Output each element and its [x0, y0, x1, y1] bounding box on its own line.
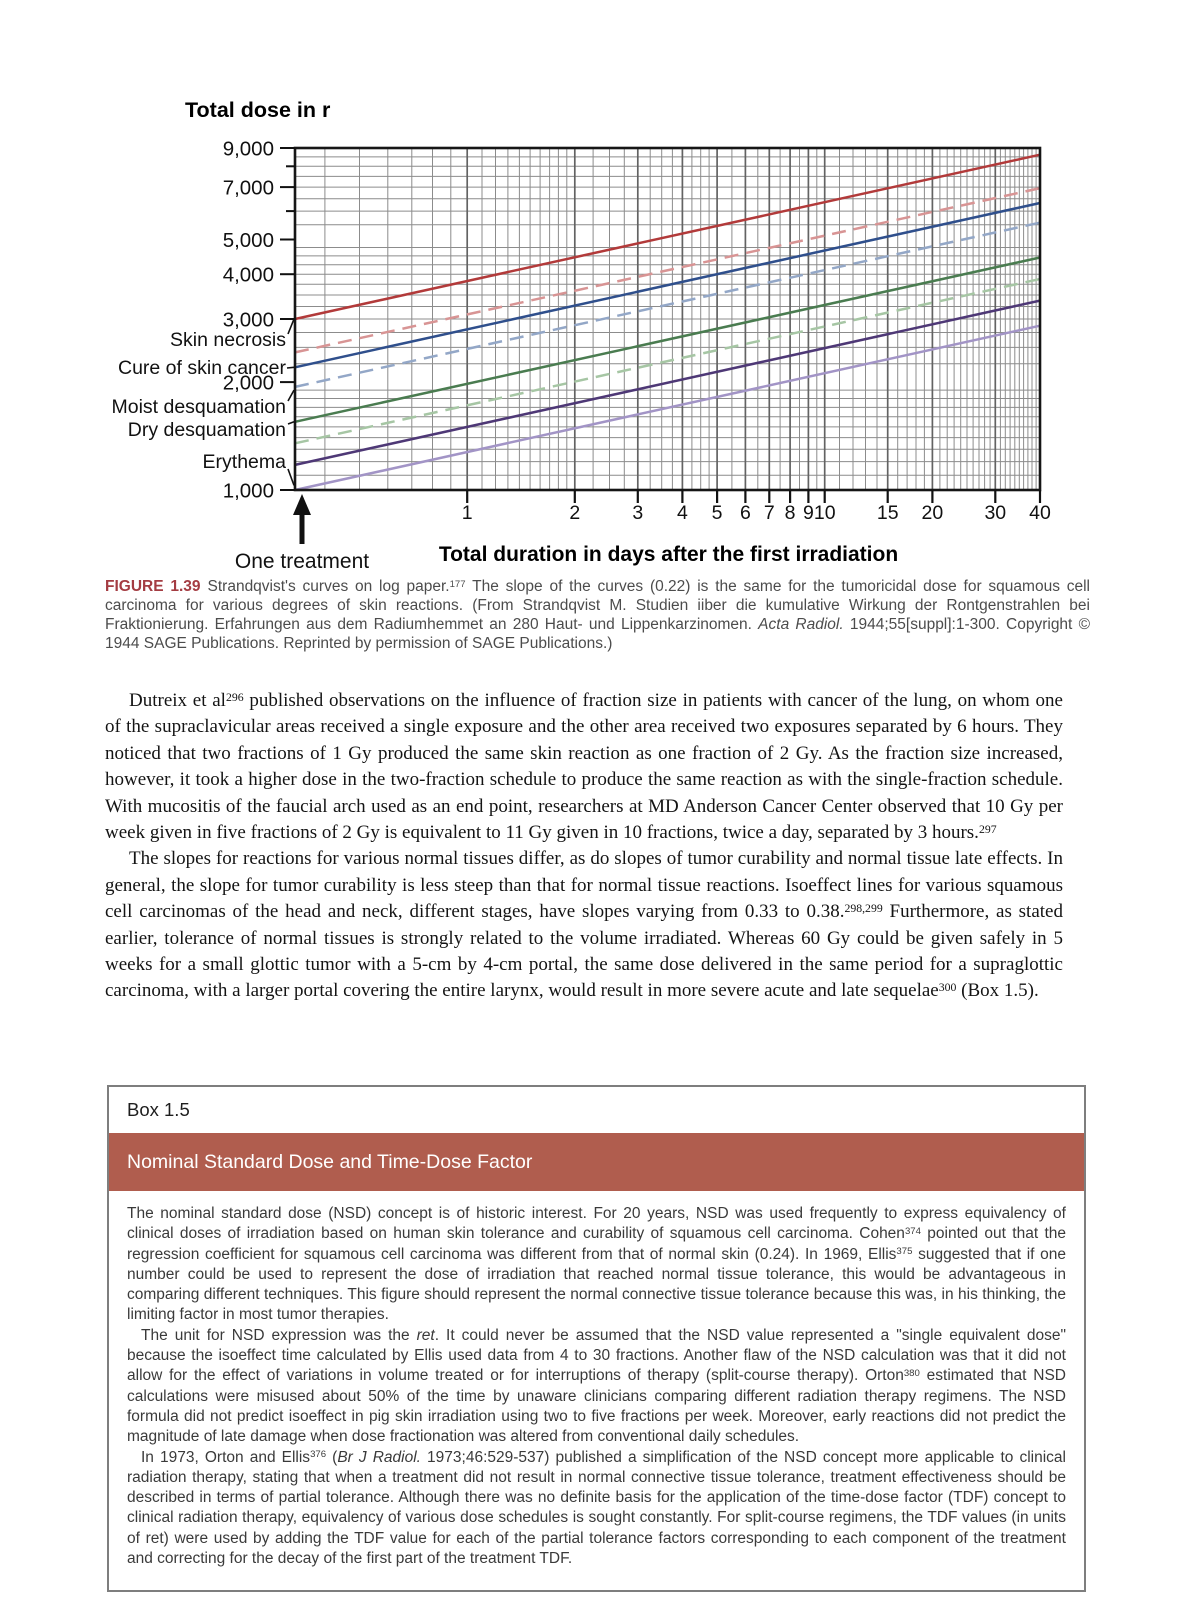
y-tick-label: 9,000 [223, 138, 274, 161]
annotation-cure-of-skin-cancer: Cure of skin cancer [118, 357, 286, 379]
box-body: The nominal standard dose (NSD) concept … [109, 1191, 1084, 1569]
x-tick-label: 5 [712, 502, 723, 524]
x-tick-label: 7 [764, 502, 775, 524]
x-tick-label: 1 [462, 502, 473, 524]
x-tick-label: 10 [814, 502, 836, 524]
chart-x-axis-title: Total duration in days after the first i… [439, 543, 898, 566]
one-treatment-arrow [293, 494, 311, 515]
x-tick-label: 9 [803, 502, 814, 524]
paragraph-slopes: The slopes for reactions for various nor… [105, 848, 1063, 1002]
y-tick-label: 4,000 [223, 264, 274, 287]
figure-caption: FIGURE 1.39 Strandqvist's curves on log p… [105, 577, 1090, 653]
chart-title: Total dose in r [185, 98, 331, 122]
annotation-erythema: Erythema [203, 451, 287, 473]
series-line-erythema [294, 324, 1041, 492]
box-band-title: Nominal Standard Dose and Time-Dose Fact… [127, 1150, 533, 1173]
x-tick-label: 15 [877, 502, 899, 524]
x-tick-label: 3 [632, 502, 643, 524]
y-tick-label: 5,000 [223, 229, 274, 252]
x-tick-label: 40 [1029, 502, 1051, 524]
series-line-skin-necrosis [294, 153, 1041, 321]
x-tick-label: 20 [922, 502, 944, 524]
box-band: Nominal Standard Dose and Time-Dose Fact… [109, 1133, 1084, 1191]
annotation-dry-desquamation: Dry desquamation [128, 419, 286, 441]
box-paragraph-nsd: The nominal standard dose (NSD) concept … [127, 1205, 1066, 1324]
strandqvist-chart: 1 2 3 4 5 6 7 8 9 10 15 20 30 40 9,000 7,000 5,000 4,000 3… [111, 98, 1051, 573]
box-title: Box 1.5 [127, 1099, 190, 1120]
series-line-5 [294, 277, 1041, 445]
series-line-3 [294, 221, 1041, 389]
x-tick-label: 30 [984, 502, 1006, 524]
x-tick-label: 2 [569, 502, 580, 524]
series-line-cure-of-skin-cancer [294, 201, 1041, 369]
y-tick-label: 3,000 [223, 309, 274, 332]
x-tick-label: 6 [740, 502, 751, 524]
body-text: Dutreix et al296 published observations … [105, 688, 1063, 1005]
figure-caption-label: FIGURE 1.39 [105, 578, 201, 595]
x-tick-label: 8 [785, 502, 796, 524]
annotation-skin-necrosis: Skin necrosis [170, 329, 286, 351]
box-paragraph-ret: The unit for NSD expression was the ret.… [127, 1326, 1066, 1446]
one-treatment-label: One treatment [235, 550, 369, 573]
box-1-5: Box 1.5 Nominal Standard Dose and Time-D… [107, 1085, 1086, 1592]
series-line-dry-desquamation [294, 299, 1041, 467]
box-paragraph-tdf: In 1973, Orton and Ellis376 (Br J Radiol… [127, 1448, 1066, 1568]
annotation-moist-desquamation: Moist desquamation [111, 396, 286, 418]
x-tick-label: 4 [677, 502, 688, 524]
series-line-moist-desquamation [294, 256, 1041, 424]
figure-caption-text: Strandqvist's curves on log paper.177 Th… [105, 578, 1090, 652]
y-tick-label: 7,000 [223, 177, 274, 200]
y-tick-label: 1,000 [223, 480, 274, 503]
paragraph-dutreix: Dutreix et al296 published observations … [105, 690, 1063, 844]
series-line-1 [294, 186, 1041, 354]
y-tick-label: 2,000 [223, 372, 274, 395]
